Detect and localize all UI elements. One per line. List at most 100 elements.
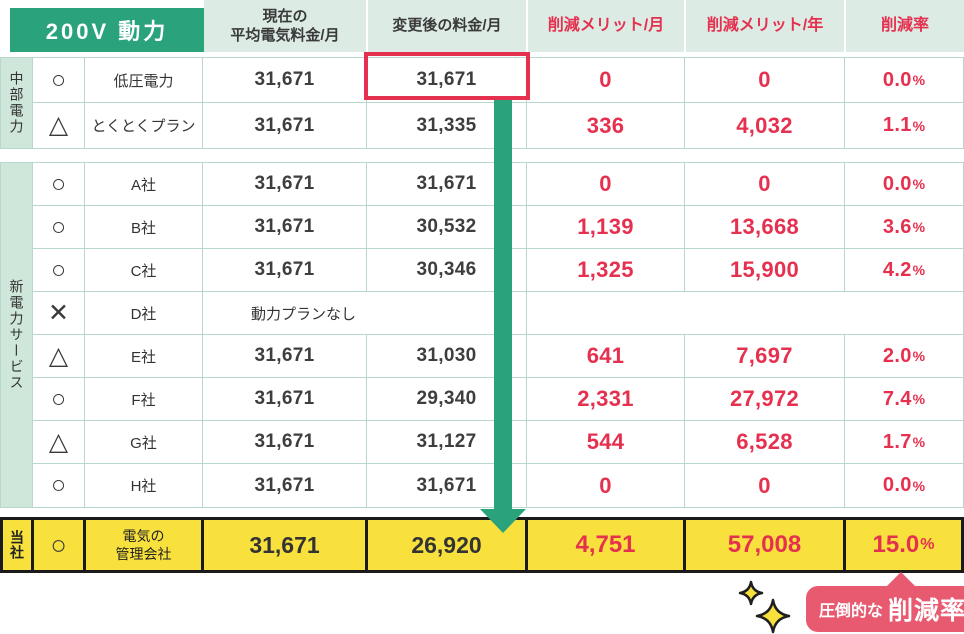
after-fee: 26,920: [411, 531, 482, 558]
circle-icon: ○: [50, 529, 67, 560]
current-fee: 31,671: [254, 259, 315, 280]
reduction-rate: 3.6: [882, 215, 912, 238]
col-header-merit-year: 削減メリット/年: [686, 0, 846, 52]
merit-month: 0: [599, 171, 612, 196]
merit-year: 27,972: [729, 386, 800, 411]
merit-month: 1,325: [577, 257, 634, 282]
merit-year: 7,697: [736, 343, 793, 368]
circle-icon: ○: [50, 471, 67, 499]
reduction-rate: 0.0: [882, 474, 912, 496]
reduction-rate: 7.4: [882, 387, 912, 410]
highlight-box: [364, 52, 530, 100]
merit-month: 1,139: [577, 214, 634, 239]
after-fee: 31,335: [416, 114, 477, 136]
table-header: 200V 動力 現在の 平均電気料金/月 変更後の料金/月 削減メリット/月 削…: [0, 0, 964, 52]
table-row: ○ B社 31,671 30,532 1,139 13,668 3.6%: [33, 206, 963, 249]
plan-name: E社: [130, 348, 156, 366]
col-header-current-line1: 現在の: [262, 7, 308, 25]
sparkles-icon: [738, 580, 791, 634]
merit-year: 15,900: [729, 257, 800, 282]
table-row: ○ H社 31,671 31,671 0 0 0.0%: [33, 464, 963, 507]
merit-year: 0: [758, 171, 771, 196]
merit-year: 57,008: [727, 531, 802, 558]
col-header-current-line2: 平均電気料金/月: [230, 27, 340, 44]
reduction-rate: 1.1: [882, 114, 912, 136]
after-fee: 31,671: [416, 173, 477, 194]
percent-sign: %: [920, 536, 935, 553]
current-fee: 31,671: [254, 388, 315, 409]
merit-month: 0: [599, 472, 612, 498]
plan-name: C社: [130, 262, 157, 280]
plan-name: とくとくプラン: [91, 118, 196, 135]
plan-name: F社: [131, 391, 156, 409]
after-fee: 30,532: [416, 216, 477, 237]
circle-icon: ○: [50, 384, 67, 413]
reduction-rate: 4.2: [882, 258, 912, 281]
no-plan-note: 動力プランなし: [251, 305, 357, 323]
title-area: 200V 動力: [0, 0, 204, 52]
current-fee: 31,671: [254, 69, 315, 90]
current-fee: 31,671: [254, 114, 315, 136]
merit-month: 0: [599, 67, 612, 92]
current-fee: 31,671: [254, 216, 315, 237]
down-arrow-head: [480, 509, 526, 533]
reduction-rate: 1.7: [882, 430, 912, 453]
after-fee: 31,030: [416, 345, 477, 366]
cross-icon: ✕: [48, 298, 69, 327]
plan-name: G社: [130, 434, 157, 452]
triangle-icon: △: [48, 341, 69, 370]
table-title: 200V 動力: [10, 8, 204, 52]
percent-sign: %: [912, 348, 926, 364]
callout-tail: [886, 572, 916, 587]
merit-year: 0: [758, 67, 771, 92]
percent-sign: %: [912, 176, 926, 192]
percent-sign: %: [912, 262, 926, 278]
group-label-chubu: 中部電力: [1, 58, 33, 148]
current-fee: 31,671: [254, 474, 315, 496]
percent-sign: %: [912, 117, 926, 134]
company-plan-line2: 管理会社: [115, 546, 172, 562]
plan-name: D社: [130, 305, 157, 323]
percent-sign: %: [912, 391, 926, 407]
after-fee: 31,671: [416, 474, 477, 496]
col-header-merit-month: 削減メリット/月: [528, 0, 686, 52]
current-fee: 31,671: [249, 531, 320, 558]
current-fee: 31,671: [254, 173, 315, 194]
triangle-icon: △: [48, 427, 69, 456]
merit-year: 4,032: [736, 112, 793, 138]
table-row: △ とくとくプラン 31,671 31,335 336 4,032 1.1%: [33, 103, 963, 148]
merit-month: 641: [586, 343, 625, 368]
table-row: ○ C社 31,671 30,346 1,325 15,900 4.2%: [33, 249, 963, 292]
triangle-icon: △: [48, 111, 69, 139]
plan-name: B社: [130, 219, 156, 237]
group-chubu-electric: 中部電力 ○ 低圧電力 31,671 31,671 0 0 0.0% △ とくと…: [0, 57, 964, 149]
after-fee: 31,127: [416, 431, 477, 452]
plan-name: H社: [130, 478, 157, 495]
merit-month: 4,751: [575, 531, 636, 558]
group-new-power-services: 新電力サービス ○ A社 31,671 31,671 0 0 0.0% ○ B社…: [0, 162, 964, 508]
merit-month: 336: [586, 112, 625, 138]
after-fee: 29,340: [416, 388, 477, 409]
percent-sign: %: [912, 477, 926, 494]
reduction-rate: 2.0: [882, 344, 912, 367]
col-header-current-fee: 現在の 平均電気料金/月: [204, 0, 368, 52]
percent-sign: %: [912, 434, 926, 450]
empty-cell: [527, 292, 963, 334]
table-row: △ G社 31,671 31,127 544 6,528 1.7%: [33, 421, 963, 464]
after-fee: 30,346: [416, 259, 477, 280]
merit-month: 544: [586, 429, 625, 454]
merit-month: 2,331: [577, 386, 634, 411]
group-label-new-power: 新電力サービス: [1, 163, 33, 507]
circle-icon: ○: [50, 212, 67, 241]
company-label: 当社: [3, 520, 34, 570]
reduction-rate: 15.0: [872, 531, 920, 558]
merit-year: 6,528: [736, 429, 793, 454]
percent-sign: %: [912, 219, 926, 235]
down-arrow-shaft: [494, 100, 512, 509]
col-header-after-fee: 変更後の料金/月: [368, 0, 528, 52]
reduction-rate: 0.0: [882, 68, 912, 91]
circle-icon: ○: [50, 65, 67, 94]
callout-emphasis: 削減率: [888, 597, 964, 625]
merit-year: 13,668: [729, 214, 800, 239]
